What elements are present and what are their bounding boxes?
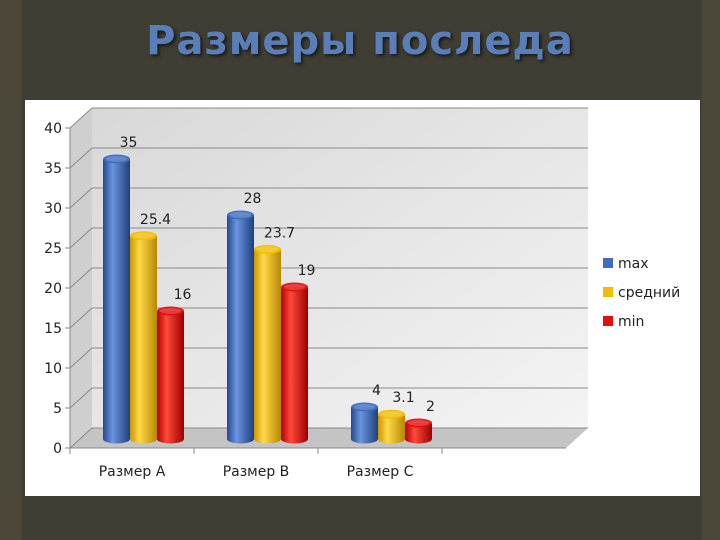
x-axis-categories: Размер A Размер B Размер C	[69, 448, 443, 480]
legend-swatch	[603, 258, 613, 268]
bar-avg	[254, 244, 281, 444]
slide-frame-right	[702, 0, 720, 540]
y-tick-label: 15	[44, 321, 62, 337]
grid-line-side	[69, 267, 93, 289]
grid-line-side	[69, 187, 93, 209]
legend-label: min	[618, 314, 644, 330]
data-label: 25.4	[140, 212, 171, 228]
y-tick-label: 5	[53, 401, 62, 417]
grid-line-side	[69, 107, 93, 129]
grid-line-side	[69, 227, 93, 249]
bar-avg	[378, 409, 405, 444]
data-label: 23.7	[264, 225, 295, 241]
bar-min	[157, 306, 184, 444]
chart-floor	[70, 428, 588, 448]
slide-frame-left	[0, 0, 22, 540]
data-label: 28	[244, 191, 262, 207]
grid-line-side	[69, 387, 93, 409]
y-tick-label: 20	[44, 281, 62, 297]
y-tick-label: 40	[44, 121, 62, 137]
legend-label: средний	[618, 285, 680, 301]
grid-line-side	[69, 147, 93, 169]
bars	[103, 154, 432, 444]
slide-title: Размеры последа	[146, 18, 574, 64]
legend: max средний min	[603, 256, 680, 330]
bar-max	[227, 210, 254, 444]
data-label: 16	[174, 287, 192, 303]
x-category-label: Размер B	[223, 464, 290, 480]
data-label: 3.1	[392, 390, 414, 406]
x-category-label: Размер C	[347, 464, 414, 480]
y-tick-label: 30	[44, 201, 62, 217]
legend-label: max	[618, 256, 649, 272]
grid-line-side	[69, 427, 93, 449]
data-label: 4	[372, 383, 381, 399]
y-tick-label: 25	[44, 241, 62, 257]
x-category-label: Размер A	[99, 464, 166, 480]
y-axis-ticks: 0 5 10 15 20 25 30 35 40	[44, 121, 70, 457]
data-label: 2	[426, 399, 435, 415]
y-tick-label: 0	[53, 441, 62, 457]
data-label: 19	[298, 263, 316, 279]
bar-max	[103, 154, 130, 444]
y-tick-label: 35	[44, 161, 62, 177]
bar-max	[351, 402, 378, 444]
y-tick-label: 10	[44, 361, 62, 377]
bar-min	[405, 418, 432, 444]
legend-swatch	[603, 287, 613, 297]
bar-avg	[130, 231, 157, 444]
data-label: 35	[120, 135, 138, 151]
data-labels: 35 28 4 25.4 23.7 3.1 16 19 2	[120, 135, 435, 415]
bar-min	[281, 282, 308, 444]
grid-line-side	[69, 347, 93, 369]
grid-line-side	[69, 307, 93, 329]
legend-swatch	[603, 316, 613, 326]
